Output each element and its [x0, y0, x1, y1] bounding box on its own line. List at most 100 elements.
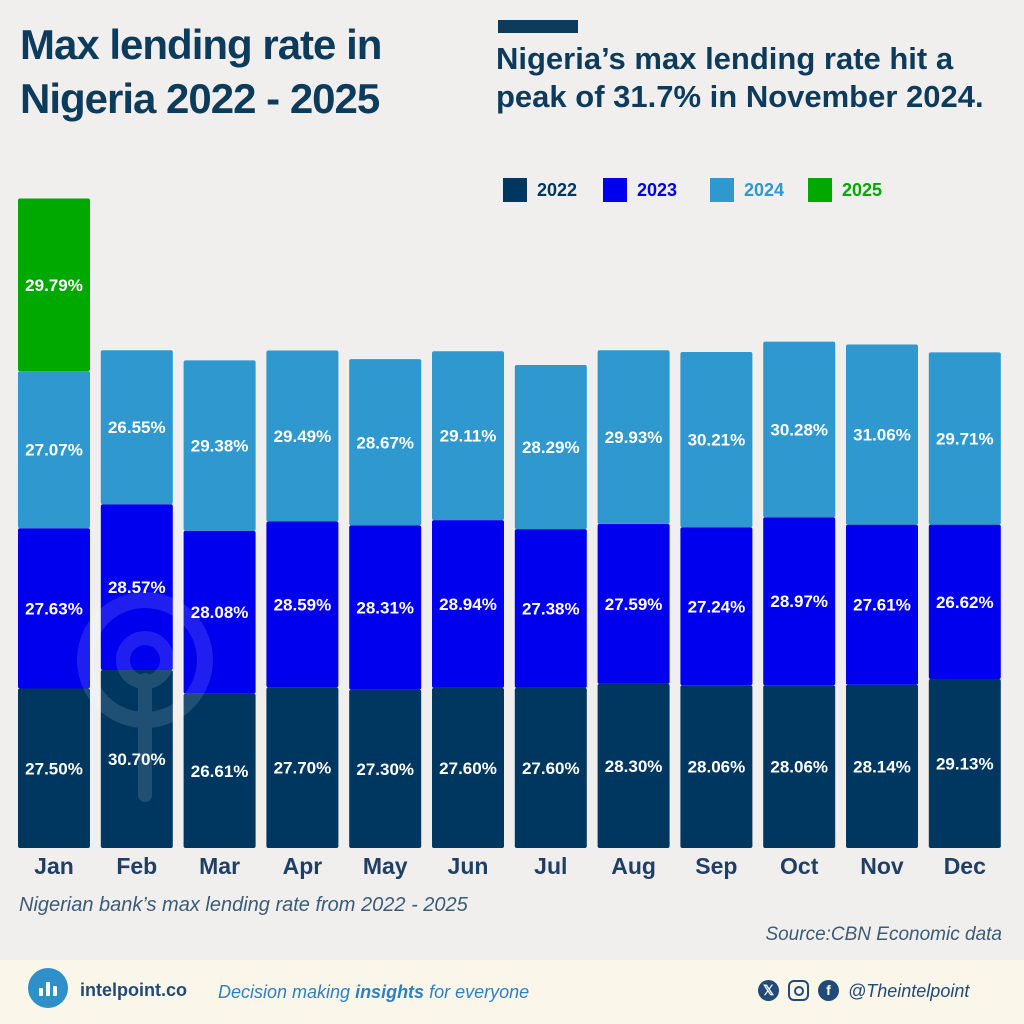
bar-mar-2023	[183, 530, 256, 694]
x-tick-label: Nov	[860, 853, 904, 879]
chart-caption: Nigerian bank’s max lending rate from 20…	[19, 894, 468, 916]
data-label: 26.55%	[108, 418, 166, 437]
social-handle[interactable]: @Theintelpoint	[848, 981, 970, 1001]
bar-jun-2024	[432, 351, 504, 521]
data-label: 27.60%	[439, 759, 497, 778]
data-label: 29.49%	[274, 427, 332, 446]
data-label: 27.30%	[356, 760, 414, 779]
bar-mar-2022	[183, 693, 256, 848]
bar-feb-2024	[100, 350, 173, 505]
bar-sep-2024	[680, 352, 753, 528]
stacked-bar-chart: 27.50% 27.63% 27.07% 29.79% Jan 30.70% 28.57% 2…	[18, 198, 1001, 879]
data-label: 28.06%	[688, 758, 746, 777]
data-label: 28.97%	[770, 592, 828, 611]
data-label: 30.28%	[770, 420, 828, 439]
data-label: 27.24%	[688, 597, 746, 616]
data-label: 28.06%	[770, 758, 828, 777]
x-tick-label: Aug	[611, 853, 656, 879]
bar-aug-2024	[597, 350, 670, 524]
data-label: 27.61%	[853, 596, 911, 615]
data-label: 26.61%	[191, 762, 249, 781]
bar-jan-2024	[18, 371, 90, 529]
data-label: 28.14%	[853, 757, 911, 776]
bar-dec-2023	[928, 524, 1001, 680]
data-label: 27.07%	[25, 441, 83, 460]
data-label: 27.38%	[522, 600, 580, 619]
bar-oct-2022	[763, 685, 836, 848]
legend-swatch	[603, 178, 627, 202]
watermark-icon	[77, 592, 213, 802]
data-label: 27.63%	[25, 599, 83, 618]
bar-oct-2024	[763, 341, 836, 518]
bar-nov-2022	[846, 684, 918, 848]
brand-name[interactable]: intelpoint.co	[80, 980, 187, 1000]
chart-legend: 2022 2023 2024 2025	[503, 177, 1003, 203]
bar-feb-2023	[100, 504, 173, 670]
bar-sep-2023	[680, 527, 753, 686]
legend-swatch	[808, 178, 832, 202]
x-tick-label: Apr	[283, 853, 323, 879]
legend-item-2024: 2024	[710, 177, 784, 203]
data-label: 29.38%	[191, 437, 249, 456]
data-label: 28.08%	[191, 603, 249, 622]
data-label: 29.71%	[936, 429, 994, 448]
bar-jan-2023	[18, 528, 90, 689]
page-title: Max lending rate in Nigeria 2022 - 2025	[20, 21, 382, 122]
bar-jan-2022	[18, 688, 90, 848]
bar-mar-2024	[183, 360, 256, 531]
bar-jul-2023	[514, 529, 587, 688]
bar-jun-2023	[432, 520, 504, 688]
data-label: 30.70%	[108, 750, 166, 769]
bar-may-2022	[349, 689, 422, 848]
x-tick-label: Jun	[448, 853, 489, 879]
bar-aug-2023	[597, 523, 670, 684]
legend-item-2022: 2022	[503, 177, 577, 203]
legend-label: 2022	[537, 179, 578, 200]
x-tick-label: Feb	[116, 853, 157, 879]
data-label: 29.79%	[25, 276, 83, 295]
bar-apr-2024	[266, 350, 339, 522]
data-label: 27.60%	[522, 759, 580, 778]
bar-jul-2022	[514, 687, 587, 848]
bar-dec-2024	[928, 352, 1001, 525]
data-label: 26.62%	[936, 593, 994, 612]
instagram-icon[interactable]	[788, 980, 809, 1001]
tagline: Decision making insights for everyone	[218, 982, 530, 1002]
source-note: Source:CBN Economic data	[765, 924, 1002, 945]
bar-oct-2023	[763, 517, 836, 686]
legend-swatch	[710, 178, 734, 202]
data-label: 28.67%	[356, 433, 414, 452]
data-label: 27.70%	[274, 759, 332, 778]
x-tick-label: Oct	[780, 853, 819, 879]
data-label: 28.29%	[522, 438, 580, 457]
x-tick-label: Jan	[34, 853, 74, 879]
intelpoint-logo-icon	[28, 968, 68, 1008]
data-label: 28.59%	[274, 595, 332, 614]
legend-swatch	[503, 178, 527, 202]
facebook-icon[interactable]: f	[818, 980, 839, 1001]
bar-nov-2023	[846, 524, 918, 685]
legend-item-2023: 2023	[603, 177, 677, 203]
data-label: 30.21%	[688, 431, 746, 450]
data-label: 28.30%	[605, 757, 663, 776]
x-tick-label: Jul	[534, 853, 567, 879]
legend-label: 2023	[637, 179, 678, 200]
data-label: 29.13%	[936, 755, 994, 774]
footer: intelpoint.co Decision making insights f…	[0, 960, 1024, 1024]
data-label: 28.57%	[108, 578, 166, 597]
bar-apr-2023	[266, 521, 339, 688]
bar-feb-2022	[100, 669, 173, 848]
x-icon[interactable]: 𝕏	[758, 980, 779, 1001]
x-tick-label: Dec	[944, 853, 986, 879]
bar-jun-2022	[432, 687, 504, 848]
bar-may-2023	[349, 525, 422, 690]
data-label: 31.06%	[853, 426, 911, 445]
x-tick-label: Sep	[695, 853, 737, 879]
data-label: 27.59%	[605, 595, 663, 614]
legend-item-2025: 2025	[808, 177, 882, 203]
chart-subtitle: Nigeria’s max lending rate hit a peak of…	[496, 41, 984, 114]
bar-dec-2022	[928, 679, 1001, 848]
legend-label: 2025	[842, 179, 883, 200]
data-label: 28.31%	[356, 599, 414, 618]
data-label: 29.11%	[440, 427, 497, 446]
